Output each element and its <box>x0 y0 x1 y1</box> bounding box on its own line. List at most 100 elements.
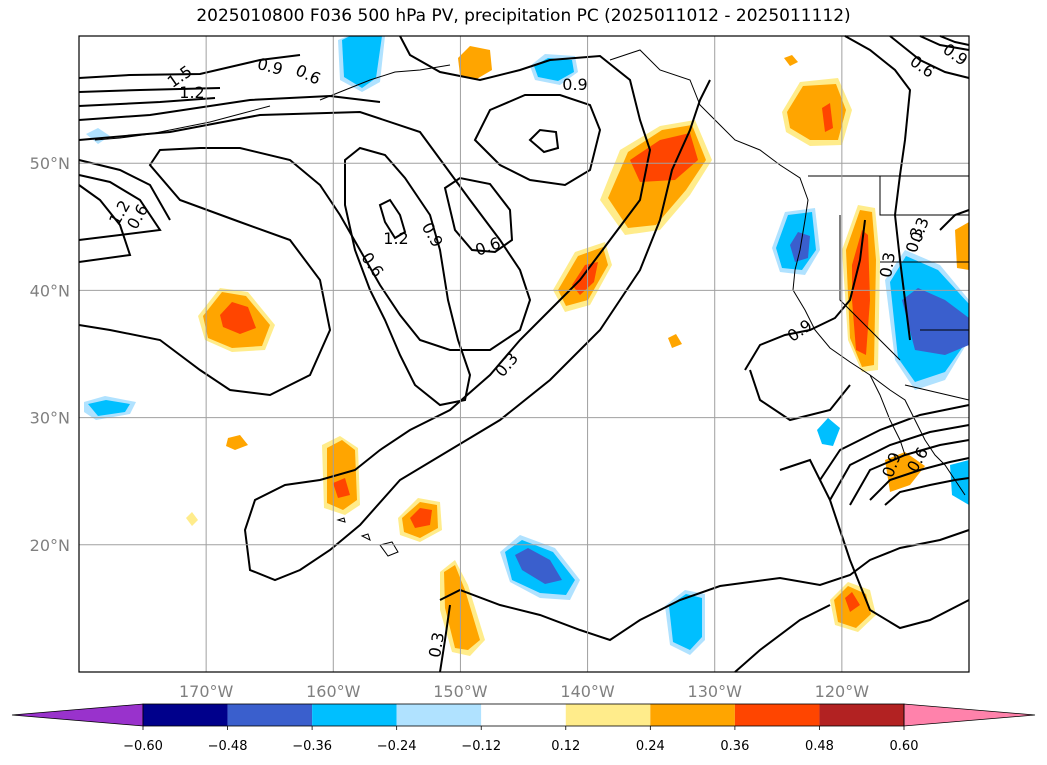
precip-negative-blob <box>534 58 574 81</box>
colorbar-segment <box>227 704 313 726</box>
precip-positive-blob <box>845 592 860 612</box>
pv-contour <box>243 35 711 582</box>
precip-positive-blob <box>784 55 798 66</box>
colorbar-extend-max <box>903 703 1036 727</box>
precip-positive-blob <box>668 334 682 348</box>
colorbar-segment <box>143 704 228 726</box>
precip-positive-blob <box>822 103 833 132</box>
precip-positive-blob <box>410 508 432 528</box>
pv-contour <box>528 128 560 154</box>
precip-positive-blob <box>226 435 248 450</box>
pv-contour <box>889 35 970 79</box>
coastline-aleutians <box>94 105 271 141</box>
colorbar-tick-label: 0.60 <box>890 739 919 754</box>
pv-contour <box>844 35 912 341</box>
precip-positive-blob <box>572 262 598 295</box>
colorbar-segment <box>565 704 651 726</box>
precip-positive-blob <box>458 46 492 80</box>
colorbar-tick-label: 0.48 <box>805 739 834 754</box>
longitude-tick-label: 120°W <box>815 682 870 701</box>
precip-positive-blob <box>327 440 357 510</box>
pv-contour <box>344 146 472 407</box>
pv-contour <box>78 94 381 121</box>
pv-contour <box>78 184 132 263</box>
pv-contour <box>869 457 970 501</box>
pv-contour <box>78 159 171 221</box>
precip-positive-blob <box>955 222 969 270</box>
precip-negative-blob <box>515 548 562 584</box>
latitude-tick-label: 30°N <box>30 409 70 428</box>
precip-negative-blob <box>88 400 130 416</box>
colorbar-tick-label: −0.60 <box>123 739 163 754</box>
longitude-tick-label: 130°W <box>688 682 743 701</box>
pv-contours <box>78 35 970 673</box>
coastline-north-america <box>609 49 966 496</box>
coastlines <box>94 49 970 557</box>
longitude-tick-label: 160°W <box>306 682 361 701</box>
pv-contour <box>939 35 970 46</box>
map-frame <box>78 35 970 673</box>
colorbar: −0.60 −0.48 −0.36 −0.24 −0.12 0.12 0.24 0.36 0.4… <box>11 703 1036 754</box>
colorbar-extend-min <box>11 703 144 727</box>
contour-label: 1.2 <box>179 83 204 102</box>
colorbar-segment <box>734 704 820 726</box>
pv-contour <box>378 198 407 240</box>
precip-negative-blob <box>817 418 840 446</box>
colorbar-tick-label: −0.24 <box>377 739 417 754</box>
pv-contour <box>884 477 970 506</box>
pv-contour <box>78 87 221 93</box>
colorbar-segment <box>481 704 566 726</box>
precip-positive-blob <box>333 478 350 498</box>
colorbar-segment <box>396 704 482 726</box>
colorbar-tick-label: −0.12 <box>461 739 501 754</box>
longitude-tick-label: 170°W <box>179 682 234 701</box>
map-title: 2025010800 F036 500 hPa PV, precipitatio… <box>196 6 851 26</box>
precip-positive-blob <box>220 302 256 334</box>
coastline-baja <box>869 374 906 456</box>
pv-contour <box>78 174 162 241</box>
pv-contour <box>78 97 216 107</box>
pv-contour <box>919 35 970 51</box>
precip-negative-blob <box>902 288 969 355</box>
coastline-alaska <box>319 64 451 101</box>
latitude-tick-label: 50°N <box>30 154 70 173</box>
latitude-tick-label: 20°N <box>30 536 70 555</box>
pv-contour <box>473 94 602 187</box>
precip-negative-blob <box>669 594 702 650</box>
precip-positive-blob <box>444 565 480 650</box>
hawaii-islands <box>336 517 399 557</box>
contour-label: 0.9 <box>562 75 587 94</box>
precip-positive-blob <box>852 230 870 355</box>
pv-contour <box>779 458 970 630</box>
pv-contour <box>829 424 970 501</box>
pv-contour <box>78 54 301 79</box>
colorbar-segment <box>819 704 904 726</box>
precip-negative-blob <box>342 36 382 88</box>
contour-label: 0.3 <box>876 251 899 279</box>
pv-contour <box>819 404 970 481</box>
precip-positive-blob <box>885 452 925 492</box>
latitude-tick-labels: 50°N 40°N 30°N 20°N <box>30 154 70 555</box>
gridlines <box>79 36 969 672</box>
pv-contour <box>439 604 451 673</box>
state-borders <box>808 175 970 401</box>
pv-contour <box>744 219 866 371</box>
precipitation-shading <box>84 36 969 656</box>
pv-contour <box>939 209 970 231</box>
colorbar-tick-label: 0.24 <box>636 739 665 754</box>
contour-label: 0.3 <box>425 631 448 659</box>
latitude-tick-label: 40°N <box>30 281 70 300</box>
colorbar-tick-label: 0.36 <box>720 739 749 754</box>
contour-label: 1.2 <box>383 229 408 248</box>
colorbar-tick-label: −0.48 <box>208 739 248 754</box>
colorbar-outline <box>142 703 905 727</box>
colorbar-tick-label: 0.12 <box>551 739 580 754</box>
precip-negative-blob <box>86 128 110 144</box>
longitude-tick-labels: 170°W 160°W 150°W 140°W 130°W 120°W <box>179 682 869 701</box>
pv-contour <box>849 439 970 506</box>
colorbar-tick-label: −0.36 <box>292 739 332 754</box>
pv-contour <box>749 369 851 422</box>
precip-positive-blob <box>186 512 198 526</box>
pv-contour <box>734 604 831 673</box>
